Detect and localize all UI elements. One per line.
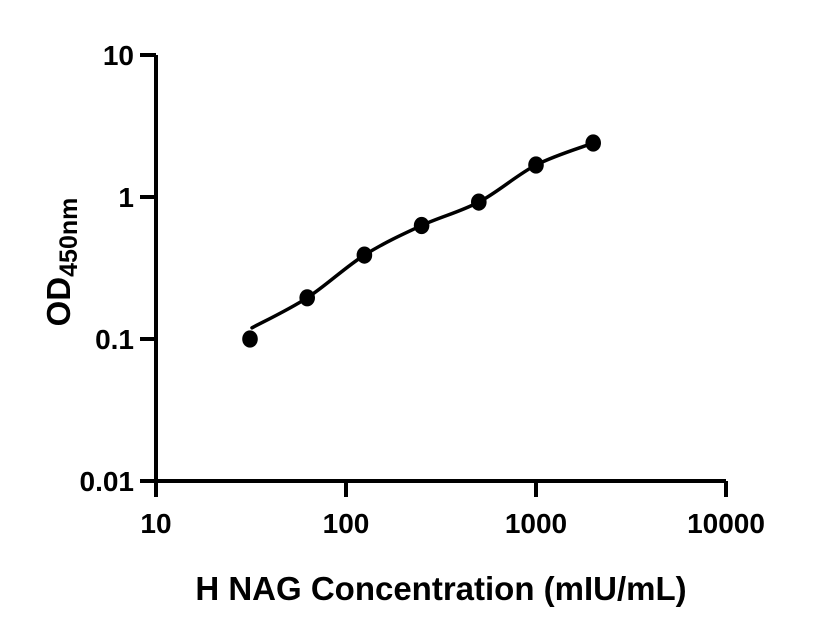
y-axis-title-subscript: 450nm <box>55 198 83 277</box>
plot-series <box>242 134 601 348</box>
axis-spine <box>154 55 726 483</box>
data-point-marker <box>299 289 316 307</box>
data-point-marker <box>471 193 487 211</box>
x-axis-tick-label: 10 <box>140 508 171 539</box>
data-point-marker <box>242 330 258 348</box>
x-axis-title: H NAG Concentration (mIU/mL) <box>195 570 686 607</box>
y-axis-tick-label: 10 <box>103 40 134 71</box>
x-axis-tick-label: 1000 <box>505 508 567 539</box>
x-axis-tick-label: 100 <box>323 508 370 539</box>
x-axis-tick-label: 10000 <box>687 508 765 539</box>
y-axis-tick-label: 1 <box>118 182 134 213</box>
axes: 10 100 1000 10000 10 1 0.1 0.01 <box>80 40 765 539</box>
y-axis-tick-label: 0.01 <box>80 466 135 497</box>
y-axis-title-base: OD <box>40 277 77 327</box>
data-point-marker <box>528 156 544 174</box>
y-axis-title: OD450nm <box>40 198 83 327</box>
data-point-marker <box>356 246 373 264</box>
y-axis-tick-label: 0.1 <box>95 324 134 355</box>
data-point-marker <box>585 134 601 152</box>
data-point-marker <box>413 216 430 235</box>
